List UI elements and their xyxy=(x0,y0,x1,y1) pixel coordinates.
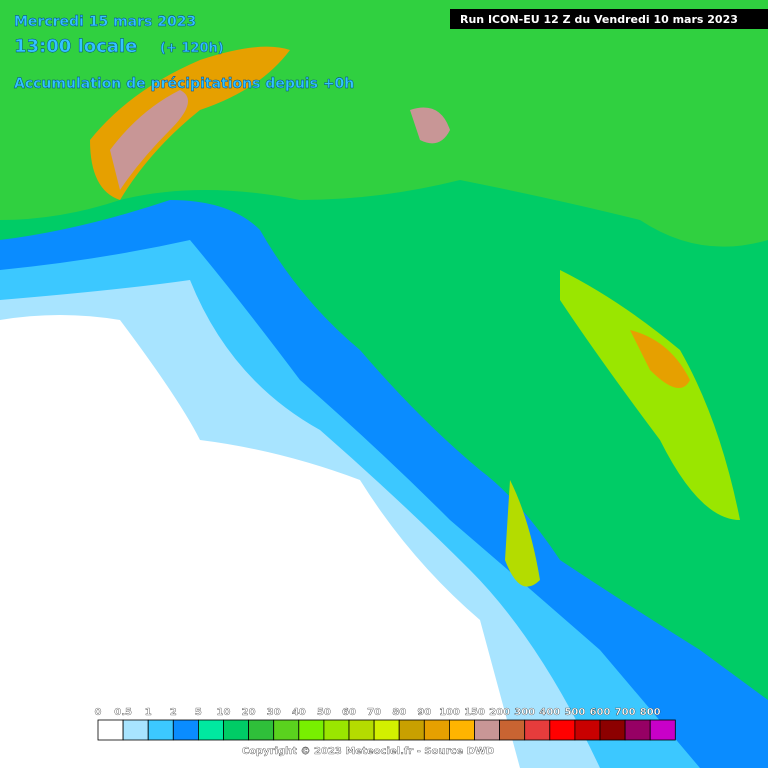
run-info: Run ICON-EU 12 Z du Vendredi 10 mars 202… xyxy=(460,13,738,26)
legend-swatch xyxy=(423,719,450,741)
legend: 0 0.5 1 2 5 10 20 30 40 50 60 70 80 90 100 150 200 300 400… xyxy=(94,707,676,741)
legend-swatch xyxy=(197,719,224,741)
legend-label: 30 xyxy=(267,707,281,718)
legend-label: 5 xyxy=(195,707,202,718)
legend-label: 400 xyxy=(539,707,560,718)
legend-swatch xyxy=(398,719,425,741)
run-banner xyxy=(450,9,768,29)
legend-swatch xyxy=(499,719,526,741)
legend-label: 10 xyxy=(217,707,231,718)
legend-label: 200 xyxy=(489,707,510,718)
legend-swatch xyxy=(248,719,275,741)
legend-swatch xyxy=(649,719,676,741)
legend-label: 0.5 xyxy=(114,707,132,718)
legend-swatch xyxy=(448,719,475,741)
legend-label: 500 xyxy=(564,707,585,718)
legend-label: 1 xyxy=(145,707,152,718)
legend-label: 80 xyxy=(392,707,406,718)
legend-swatch xyxy=(172,719,199,741)
copyright: Copyright © 2023 Meteociel.fr - Source D… xyxy=(242,746,494,757)
legend-label: 150 xyxy=(464,707,485,718)
legend-label: 0 xyxy=(95,707,102,718)
legend-swatch xyxy=(624,719,651,741)
legend-label: 70 xyxy=(367,707,381,718)
legend-label: 2 xyxy=(170,707,177,718)
legend-swatch xyxy=(549,719,576,741)
legend-label: 700 xyxy=(615,707,636,718)
legend-label: 50 xyxy=(317,707,331,718)
legend-label: 60 xyxy=(342,707,356,718)
legend-label: 600 xyxy=(590,707,611,718)
legend-label: 300 xyxy=(514,707,535,718)
legend-label: 100 xyxy=(439,707,460,718)
legend-label: 800 xyxy=(640,707,661,718)
legend-swatch xyxy=(97,719,124,741)
legend-swatch xyxy=(574,719,601,741)
legend-swatch xyxy=(122,719,149,741)
legend-swatch xyxy=(599,719,626,741)
legend-swatch xyxy=(273,719,300,741)
forecast-time: 13:00 locale xyxy=(14,36,137,57)
legend-label: 20 xyxy=(242,707,256,718)
forecast-lead: (+ 120h) xyxy=(160,41,224,56)
forecast-date: Mercredi 15 mars 2023 xyxy=(14,14,196,30)
legend-label: 40 xyxy=(292,707,306,718)
legend-swatch xyxy=(298,719,325,741)
legend-swatch xyxy=(323,719,350,741)
legend-swatch xyxy=(524,719,551,741)
legend-swatch xyxy=(474,719,501,741)
legend-swatch xyxy=(348,719,375,741)
legend-label: 90 xyxy=(417,707,431,718)
legend-swatch xyxy=(223,719,250,741)
field-name: Accumulation de précipitations depuis +0… xyxy=(14,76,354,92)
legend-swatch xyxy=(373,719,400,741)
legend-swatch xyxy=(147,719,174,741)
